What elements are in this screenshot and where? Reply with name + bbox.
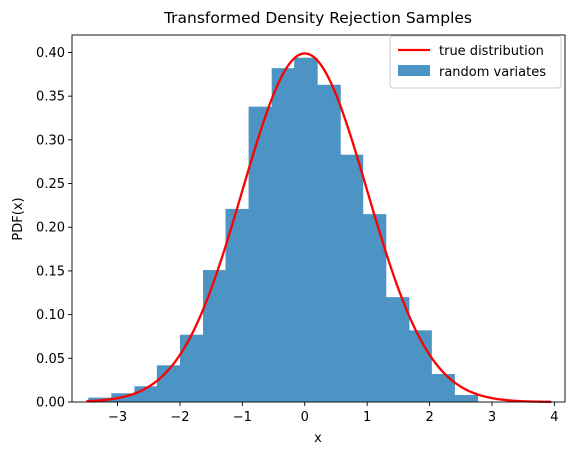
histogram-bar (271, 68, 295, 402)
x-tick-label: −1 (233, 410, 252, 425)
legend-box (389, 35, 562, 89)
chart-title: Transformed Density Rejection Samples (163, 9, 472, 27)
y-tick-label: 0.25 (36, 177, 65, 192)
histogram-bar (203, 270, 226, 402)
histogram-bar (385, 297, 410, 402)
histogram-bar (317, 84, 341, 403)
y-tick-label: 0.20 (36, 221, 65, 236)
histogram-bar (454, 395, 479, 402)
plot-area (71, 34, 566, 404)
x-tick-label: 3 (488, 410, 496, 425)
plot-frame (71, 34, 566, 403)
x-axis-label: x (314, 431, 322, 446)
histogram-bar (362, 214, 387, 402)
legend-label-random-variates: random variates (439, 65, 546, 80)
histogram-bar (431, 374, 455, 402)
y-tick-label: 0.30 (36, 133, 65, 148)
y-tick-label: 0.05 (36, 352, 65, 367)
true-distribution-line (86, 52, 552, 404)
x-tick-label: 4 (550, 410, 558, 425)
histogram-bar (294, 57, 318, 402)
histogram-bar (340, 154, 364, 402)
y-axis: 0.00 0.05 0.10 0.15 0.20 0.25 0.30 0.35 0.40 (36, 46, 72, 411)
x-tick-label: −2 (170, 410, 189, 425)
legend: true distribution random variates (389, 35, 562, 89)
y-tick-label: 0.00 (36, 396, 65, 411)
histogram-bar (179, 334, 204, 402)
legend-label-true-distribution: true distribution (439, 44, 544, 59)
x-tick-label: 0 (301, 410, 309, 425)
x-tick-label: 2 (425, 410, 433, 425)
histogram-bar (225, 208, 250, 402)
y-tick-label: 0.10 (36, 308, 65, 323)
x-tick-label: 1 (363, 410, 371, 425)
x-axis: −3 −2 −1 0 1 2 3 4 (108, 402, 559, 425)
y-tick-label: 0.40 (36, 46, 65, 61)
histogram-bar (248, 106, 273, 403)
y-tick-label: 0.15 (36, 264, 65, 279)
legend-bar-swatch (398, 65, 430, 76)
y-tick-label: 0.35 (36, 90, 65, 105)
y-axis-label: PDF(x) (11, 197, 26, 240)
histogram-bars (88, 57, 479, 403)
x-tick-label: −3 (108, 410, 127, 425)
